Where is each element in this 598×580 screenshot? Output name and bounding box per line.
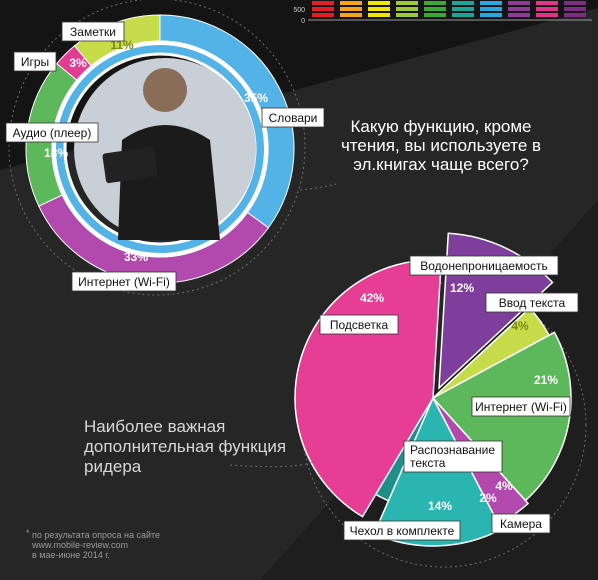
footnote-line: www.mobile-review.com bbox=[32, 540, 129, 550]
footnote-star: * bbox=[26, 528, 30, 538]
top-bar-mark bbox=[508, 13, 530, 17]
top-bar-mark bbox=[312, 13, 334, 17]
chart1-labels: 35% 33% 18% 3% 11% Словари Интернет (Wi-Fi) Ауд… bbox=[5, 21, 325, 292]
tick-label-0: 0 bbox=[301, 18, 305, 25]
chart1-inner-ring bbox=[51, 40, 269, 258]
top-bar-mark bbox=[340, 13, 362, 17]
top-bar-mark bbox=[396, 1, 418, 5]
chart2-category-label: Подсветка bbox=[330, 318, 389, 332]
chart2-category-label: Интернет (Wi-Fi) bbox=[475, 400, 567, 414]
top-bar-mark bbox=[340, 7, 362, 11]
chart2-label-box bbox=[491, 513, 551, 534]
chart2-label-box bbox=[319, 314, 399, 335]
top-bar-mark bbox=[424, 7, 446, 11]
chart2-label-box bbox=[403, 440, 503, 473]
chart1-category-label: Игры bbox=[21, 55, 49, 69]
chart2-category-label: Чехол в комплекте bbox=[350, 524, 455, 538]
top-bar-mark bbox=[564, 13, 586, 17]
chart2-category-label-line: текста bbox=[410, 456, 446, 470]
chart2-slice bbox=[431, 331, 572, 502]
chart2-label-box bbox=[471, 396, 571, 417]
top-bar-mark bbox=[368, 1, 390, 5]
top-bar-mark bbox=[564, 1, 586, 5]
chart1-connector-line bbox=[299, 183, 337, 191]
top-bar-mark bbox=[564, 7, 586, 11]
chart2-pct-label: 2% bbox=[479, 491, 497, 505]
chart2-pct-label: 14% bbox=[428, 499, 452, 513]
top-bar-mark bbox=[536, 1, 558, 5]
chart2-category-label: Ввод текста bbox=[499, 296, 566, 310]
chart1-pct-label: 35% bbox=[244, 91, 268, 105]
chart1-question: Какую функцию, кроме чтения, вы использу… bbox=[340, 117, 542, 174]
chart1-pct-label: 3% bbox=[69, 56, 87, 70]
chart2-pct-label: 21% bbox=[534, 373, 558, 387]
top-bar-mark bbox=[536, 13, 558, 17]
chart2-label-box bbox=[343, 520, 461, 541]
top-bar-mark bbox=[368, 7, 390, 11]
top-bar-mark bbox=[508, 1, 530, 5]
chart2-pct-label: 12% bbox=[450, 281, 474, 295]
chart1-inner-ring bbox=[56, 45, 264, 253]
top-bar-mark bbox=[480, 13, 502, 17]
top-bar-mark bbox=[480, 1, 502, 5]
top-bar-mark bbox=[452, 1, 474, 5]
chart1-category-label: Словари bbox=[269, 111, 318, 125]
man-with-tablet-photo bbox=[74, 58, 256, 240]
chart2-labels: 12% 4% 21% 4% 14% 2% 42% Водонепроницаемость Вво… bbox=[319, 255, 579, 541]
chart2-category-label-line: Распознавание bbox=[410, 443, 495, 457]
chart2-category-label: Камера bbox=[500, 517, 542, 531]
top-bar-mark bbox=[536, 7, 558, 11]
chart2-label-box bbox=[409, 255, 559, 276]
chart2-pct-label: 42% bbox=[360, 291, 384, 305]
footnote-line: по результата опроса на сайте bbox=[32, 530, 161, 540]
top-bar-mark bbox=[340, 1, 362, 5]
chart1-label-box bbox=[5, 122, 99, 143]
chart1-label-box bbox=[13, 51, 57, 72]
chart1-pct-label: 18% bbox=[44, 146, 68, 160]
chart1-label-box bbox=[71, 271, 177, 292]
chart2-heading: Наиболее важная дополнительная функция р… bbox=[84, 417, 287, 476]
chart1-dashed-ring bbox=[8, 0, 306, 296]
chart1-pct-label: 11% bbox=[110, 38, 134, 52]
top-bar-mark bbox=[480, 7, 502, 11]
footnote: * по результата опроса на сайте www.mobi… bbox=[26, 528, 232, 560]
chart1-category-label: Аудио (плеер) bbox=[13, 126, 92, 140]
top-bar-mark bbox=[368, 13, 390, 17]
chart2-pct-label: 4% bbox=[495, 479, 513, 493]
top-bar-mark bbox=[312, 1, 334, 5]
chart1-pct-label: 33% bbox=[124, 250, 148, 264]
top-bar-chart: 500 0 bbox=[293, 1, 592, 25]
footnote-line: в мае-июне 2014 г. bbox=[32, 550, 110, 560]
chart2-label-box bbox=[485, 292, 579, 313]
tick-label-500: 500 bbox=[293, 7, 305, 14]
top-bar-mark bbox=[424, 1, 446, 5]
chart1-label-box bbox=[61, 21, 125, 42]
top-bar-mark bbox=[396, 7, 418, 11]
chart1-category-label: Заметки bbox=[70, 25, 116, 39]
chart1-label-box bbox=[261, 107, 325, 128]
top-bar-mark bbox=[508, 7, 530, 11]
top-bar-mark bbox=[424, 13, 446, 17]
top-bar-mark bbox=[396, 13, 418, 17]
chart1-category-label: Интернет (Wi-Fi) bbox=[78, 275, 170, 289]
top-bar-mark bbox=[312, 7, 334, 11]
top-bar-mark bbox=[452, 7, 474, 11]
chart2-pct-label: 4% bbox=[511, 319, 529, 333]
chart2-category-label: Водонепроницаемость bbox=[420, 259, 547, 273]
top-bar-mark bbox=[452, 13, 474, 17]
